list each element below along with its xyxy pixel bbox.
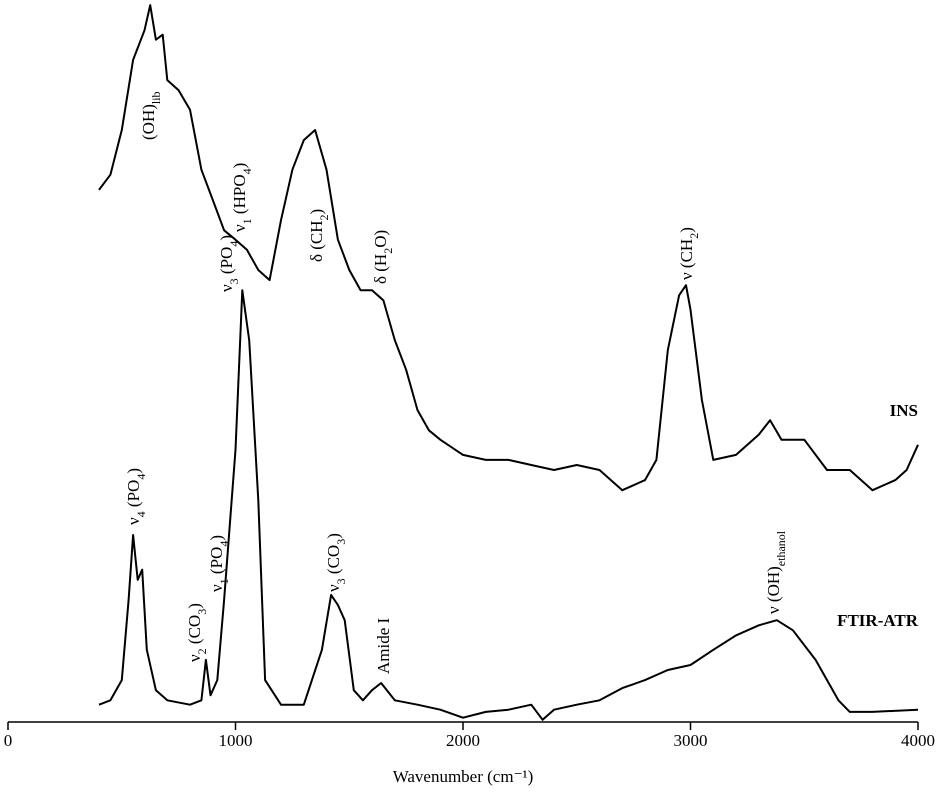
annotation-part: (HPO (230, 174, 249, 218)
annotation-part: ν (CH (677, 239, 696, 280)
annotation: δ (H2O) (371, 230, 395, 284)
annotation-part: O) (371, 230, 390, 248)
annotation-part: 2 (317, 214, 331, 220)
annotation-part: 3 (195, 609, 209, 615)
series-line (98, 4, 919, 492)
annotation-part: ν (324, 584, 343, 592)
annotation-part: ν (185, 654, 204, 662)
annotation: ν3 (CO3) (324, 533, 348, 592)
annotation-part: 2 (195, 648, 209, 654)
annotation-part: (CO (185, 615, 204, 649)
annotation-part: ) (307, 209, 326, 215)
annotation-part: (CO (324, 545, 343, 579)
x-tick-label: 1000 (219, 731, 253, 750)
annotation-part: (OH) (139, 104, 158, 140)
annotation-part: ν (207, 584, 226, 592)
annotation-part: ) (677, 227, 696, 233)
annotation: ν3 (PO4) (217, 235, 241, 292)
x-axis-label: Wavenumber (cm⁻¹) (393, 767, 534, 786)
annotation-part: ν (124, 517, 143, 525)
annotation-part: ethanol (774, 530, 788, 566)
annotation: ν4 (PO4) (124, 468, 148, 525)
annotation: (OH)lib (139, 91, 163, 140)
annotation-part: 3 (334, 539, 348, 545)
x-tick-label: 3000 (674, 731, 708, 750)
annotation-part: ν (230, 224, 249, 232)
annotation-part: Amide I (374, 617, 393, 674)
annotation-part: ) (124, 468, 143, 474)
annotation-part: (PO (217, 247, 236, 279)
annotation-part: 3 (227, 278, 241, 284)
annotation-part: ) (217, 235, 236, 241)
annotation: ν (CH2) (677, 227, 701, 280)
annotation-part: ) (230, 163, 249, 169)
annotation-part: ) (207, 535, 226, 541)
annotation-part: 3 (334, 578, 348, 584)
annotation-part: 2 (381, 248, 395, 254)
annotation-part: (PO (207, 547, 226, 579)
annotation-part: 4 (240, 168, 254, 174)
annotation: ν2 (CO3) (185, 603, 209, 662)
annotation-part: ) (185, 603, 204, 609)
annotation-part: 2 (687, 233, 701, 239)
annotation: Amide I (374, 617, 393, 674)
annotation-part: ν (OH) (764, 566, 783, 614)
annotation-part: 1 (217, 578, 231, 584)
annotation-part: δ (CH (307, 220, 326, 262)
series-line (98, 289, 919, 721)
annotation: δ (CH2) (307, 209, 331, 262)
x-tick-label: 0 (4, 731, 13, 750)
series-label: INS (890, 401, 918, 420)
annotation-part: δ (H (371, 254, 390, 284)
annotation: ν1 (HPO4) (230, 163, 254, 232)
x-tick-label: 2000 (446, 731, 480, 750)
series-label: FTIR-ATR (837, 611, 919, 630)
annotation-part: 4 (134, 511, 148, 517)
annotation: ν (OH)ethanol (764, 530, 788, 614)
annotation: ν1 (PO4) (207, 535, 231, 592)
annotation-part: 4 (227, 241, 241, 247)
annotation-part: 4 (134, 474, 148, 480)
annotation-part: 1 (240, 218, 254, 224)
annotation-part: ) (324, 533, 343, 539)
annotation-part: (PO (124, 480, 143, 512)
annotation-part: ν (217, 284, 236, 292)
x-tick-label: 4000 (901, 731, 935, 750)
annotation-part: 4 (217, 541, 231, 547)
annotation-part: lib (149, 91, 163, 104)
